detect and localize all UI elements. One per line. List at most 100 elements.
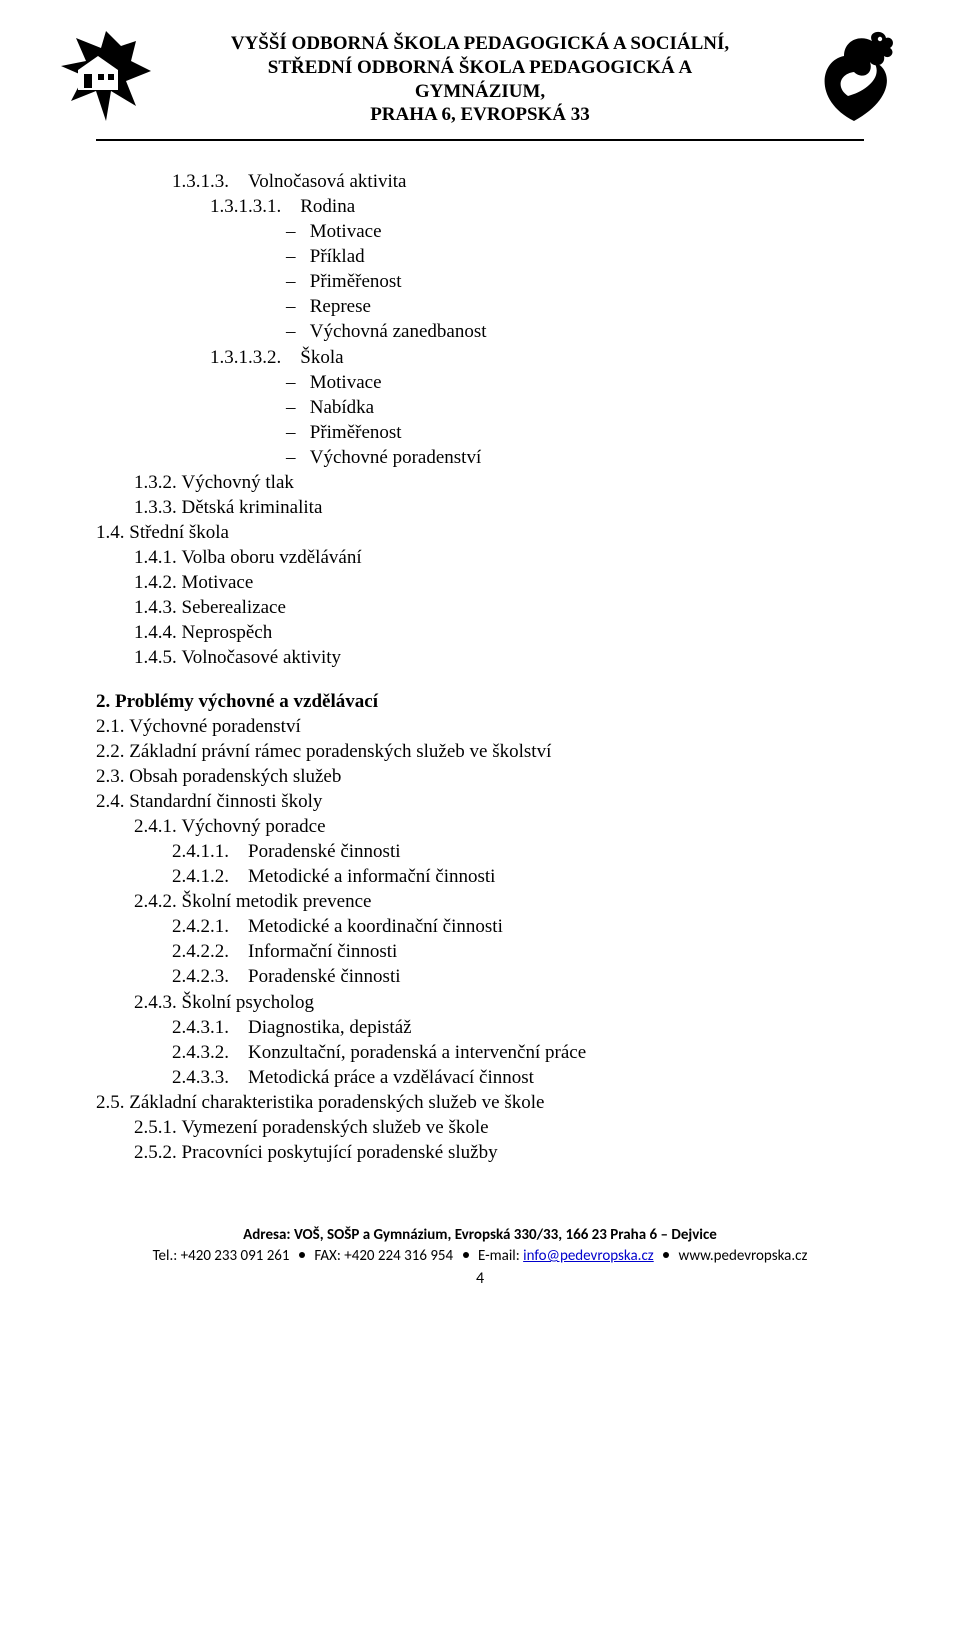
outline-number: 1.4.4. [134,620,182,645]
footer-address: VOŠ, SOŠP a Gymnázium, Evropská 330/33, … [294,1226,717,1244]
outline-text: Obsah poradenských služeb [129,764,864,789]
outline-number: 1.3.1.3.2. [210,345,300,370]
outline-text: Dětská kriminalita [182,495,865,520]
outline-number: 1.3.2. [134,470,182,495]
logo-right-icon [804,26,904,126]
outline-item: Nabídka [96,395,864,420]
outline-number: 2.4.1.1. [172,839,248,864]
outline-item: 2.4.2.1. Metodické a koordinační činnost… [96,914,864,939]
outline-text: Základní charakteristika poradenských sl… [129,1090,864,1115]
outline-item: 2.4.2. Školní metodik prevence [96,889,864,914]
page-header: VYŠŠÍ ODBORNÁ ŠKOLA PEDAGOGICKÁ A SOCIÁL… [96,32,864,141]
outline-text: Pracovníci poskytující poradenské služby [182,1140,865,1165]
footer-email-link[interactable]: info@pedevropska.cz [523,1247,654,1265]
outline-number: 2.4.1.2. [172,864,248,889]
outline-item: 1.4. Střední škola [96,520,864,545]
outline-number: 2.4.2.3. [172,964,248,989]
page-footer: Adresa: VOŠ, SOŠP a Gymnázium, Evropská … [96,1225,864,1267]
outline-item: Výchovné poradenství [96,445,864,470]
outline-item: 2.4.3.2. Konzultační, poradenská a inter… [96,1040,864,1065]
outline-text: Volnočasová aktivita [248,169,864,194]
logo-left-icon [56,26,156,126]
outline-text: Volnočasové aktivity [182,645,865,670]
outline-item: 1.3.3. Dětská kriminalita [96,495,864,520]
outline-text: Diagnostika, depistáž [248,1015,864,1040]
outline-text: Informační činnosti [248,939,864,964]
outline-text: Metodická práce a vzdělávací činnost [248,1065,864,1090]
outline-number: 1.4.5. [134,645,182,670]
outline-number: 2.1. [96,714,129,739]
section-2: 2. Problémy výchovné a vzdělávací 2.1. V… [96,689,864,1165]
outline-item: 2.2. Základní právní rámec poradenských … [96,739,864,764]
outline-item: 1.4.1. Volba oboru vzdělávání [96,545,864,570]
outline-item: 1.3.1.3.2. Škola [96,345,864,370]
footer-tel: +420 233 091 261 [181,1247,290,1265]
outline-section-1: 1.3.1.3. Volnočasová aktivita1.3.1.3.1. … [96,169,864,671]
outline-text: Poradenské činnosti [248,839,864,864]
outline-section-2-items: 2.1. Výchovné poradenství2.2. Základní p… [96,714,864,1165]
outline-item: 1.4.5. Volnočasové aktivity [96,645,864,670]
footer-address-line: Adresa: VOŠ, SOŠP a Gymnázium, Evropská … [96,1225,864,1246]
outline-text: Vymezení poradenských služeb ve škole [182,1115,865,1140]
outline-number: 1.4.2. [134,570,182,595]
outline-item: Motivace [96,370,864,395]
outline-text: Výchovný poradce [182,814,865,839]
outline-item: 2.4.3.1. Diagnostika, depistáž [96,1015,864,1040]
footer-fax-label: FAX: [314,1247,344,1265]
outline-text: Metodické a informační činnosti [248,864,864,889]
outline-item: Přiměřenost [96,269,864,294]
header-title: VYŠŠÍ ODBORNÁ ŠKOLA PEDAGOGICKÁ A SOCIÁL… [96,32,864,127]
outline-item: 2.4. Standardní činnosti školy [96,789,864,814]
outline-text: Metodické a koordinační činnosti [248,914,864,939]
header-line3: PRAHA 6, EVROPSKÁ 33 [216,103,744,127]
page-number: 4 [96,1269,864,1288]
outline-number: 2.4.3.2. [172,1040,248,1065]
footer-contact-line: Tel.: +420 233 091 261 FAX: +420 224 316… [96,1246,864,1267]
heading-text: Problémy výchovné a vzdělávací [115,689,864,714]
outline-item: 2.4.2.2. Informační činnosti [96,939,864,964]
outline-content: 1.3.1.3. Volnočasová aktivita1.3.1.3.1. … [96,169,864,1165]
outline-number: 2.5. [96,1090,129,1115]
outline-number: 2.4.2.2. [172,939,248,964]
outline-item: Přiměřenost [96,420,864,445]
outline-item: 2.4.1.1. Poradenské činnosti [96,839,864,864]
outline-item: 2.4.3.3. Metodická práce a vzdělávací či… [96,1065,864,1090]
outline-item: 2.4.1. Výchovný poradce [96,814,864,839]
outline-item: 2.5.1. Vymezení poradenských služeb ve š… [96,1115,864,1140]
outline-text: Volba oboru vzdělávání [182,545,865,570]
footer-www: www.pedevropska.cz [679,1247,808,1265]
outline-number: 2.4.3.1. [172,1015,248,1040]
outline-text: Motivace [182,570,865,595]
outline-item: 2.4.2.3. Poradenské činnosti [96,964,864,989]
outline-item: 1.3.2. Výchovný tlak [96,470,864,495]
outline-number: 2.5.2. [134,1140,182,1165]
outline-item: 1.4.4. Neprospěch [96,620,864,645]
outline-number: 1.3.3. [134,495,182,520]
separator-dot-icon [663,1252,669,1258]
outline-item: 1.3.1.3.1. Rodina [96,194,864,219]
outline-number: 2.5.1. [134,1115,182,1140]
outline-text: Škola [300,345,864,370]
separator-dot-icon [299,1252,305,1258]
outline-item: Motivace [96,219,864,244]
outline-number: 1.4.3. [134,595,182,620]
outline-item: 2.5.2. Pracovníci poskytující poradenské… [96,1140,864,1165]
outline-item: Výchovná zanedbanost [96,319,864,344]
outline-number: 1.4. [96,520,129,545]
outline-text: Rodina [300,194,864,219]
outline-text: Výchovný tlak [182,470,865,495]
heading-number: 2. [96,689,115,714]
header-line2: STŘEDNÍ ODBORNÁ ŠKOLA PEDAGOGICKÁ A GYMN… [216,56,744,104]
section-2-heading: 2. Problémy výchovné a vzdělávací [96,689,864,714]
outline-item: 2.4.1.2. Metodické a informační činnosti [96,864,864,889]
header-line1: VYŠŠÍ ODBORNÁ ŠKOLA PEDAGOGICKÁ A SOCIÁL… [216,32,744,56]
outline-item: 1.3.1.3. Volnočasová aktivita [96,169,864,194]
outline-number: 2.3. [96,764,129,789]
outline-number: 1.3.1.3. [172,169,248,194]
outline-text: Základní právní rámec poradenských služe… [129,739,864,764]
footer-tel-label: Tel.: [153,1247,181,1265]
outline-number: 2.4. [96,789,129,814]
outline-item: 2.1. Výchovné poradenství [96,714,864,739]
outline-text: Neprospěch [182,620,865,645]
outline-number: 2.4.3.3. [172,1065,248,1090]
